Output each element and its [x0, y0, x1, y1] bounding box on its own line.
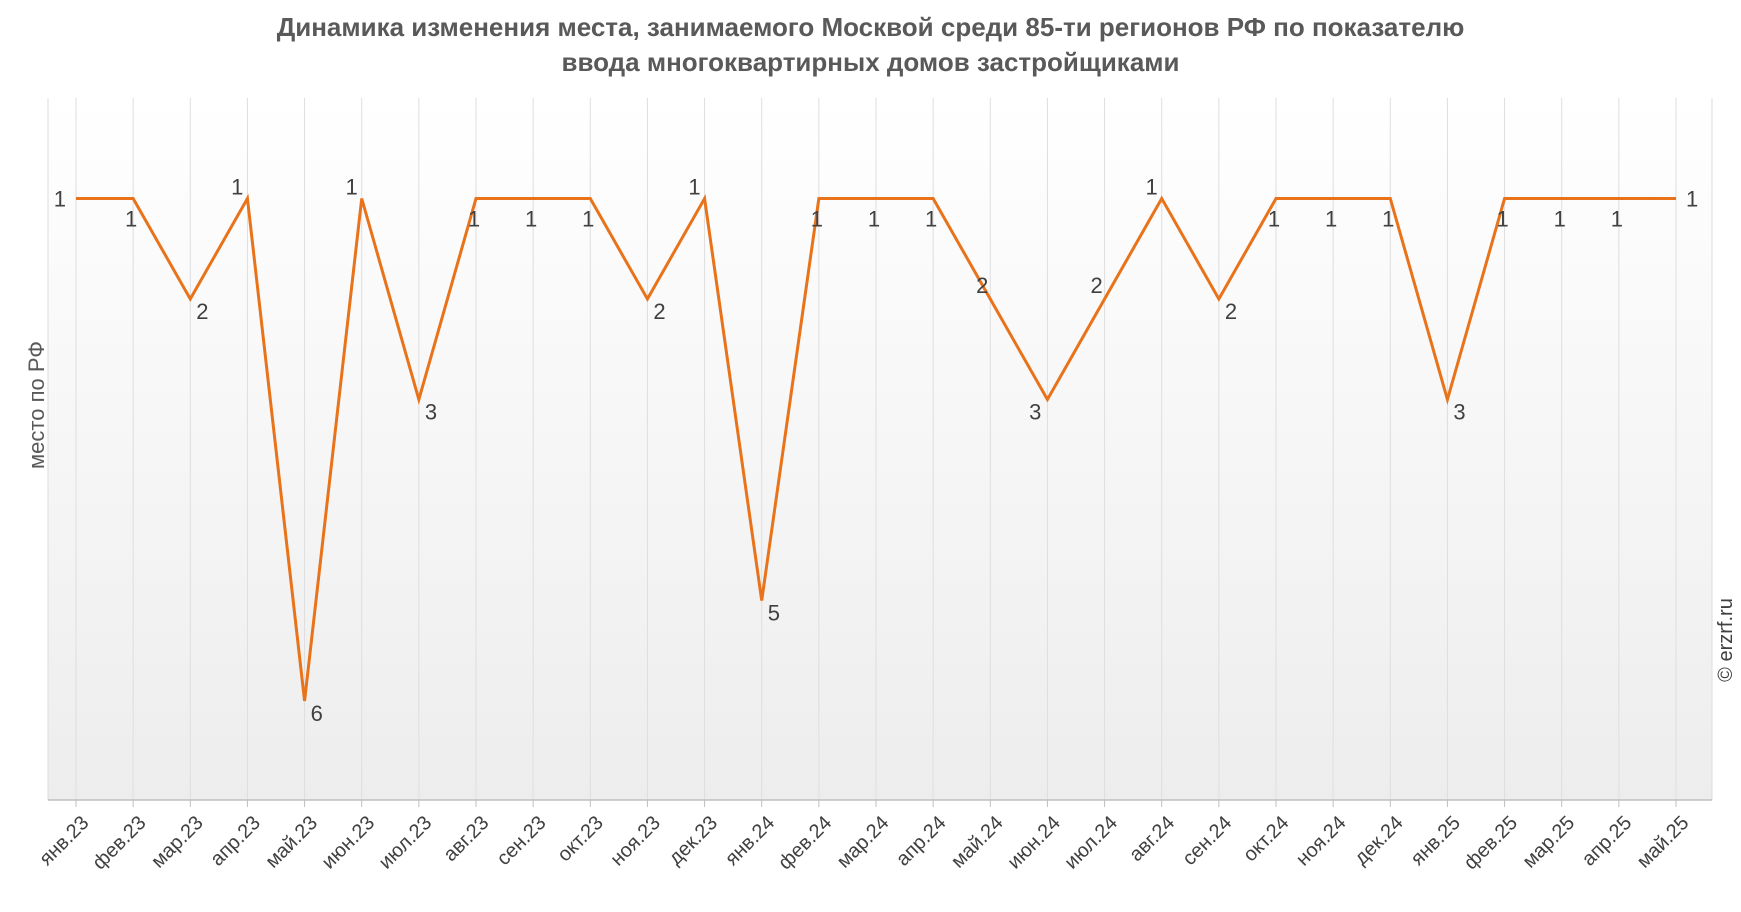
x-axis-ticks: янв.23фев.23мар.23апр.23май.23июн.23июл.… [35, 800, 1693, 874]
grid-lines [47, 98, 1713, 800]
data-label: 1 [868, 207, 880, 232]
x-tick-label: ноя.23 [606, 812, 665, 871]
data-label: 1 [688, 175, 700, 200]
data-label: 1 [231, 175, 243, 200]
x-tick-label: май.24 [947, 812, 1008, 873]
data-label: 2 [653, 299, 665, 324]
data-label: 2 [196, 299, 208, 324]
data-label: 6 [311, 701, 323, 726]
x-tick-label: фев.23 [88, 812, 150, 874]
x-tick-label: мар.23 [147, 812, 208, 873]
data-label: 3 [1029, 400, 1041, 425]
x-tick-label: апр.23 [206, 812, 265, 871]
chart-subtitle: ввода многоквартирных домов застройщикам… [561, 47, 1180, 77]
x-tick-label: ноя.24 [1292, 812, 1351, 871]
data-label: 1 [1496, 207, 1508, 232]
x-tick-label: май.23 [261, 812, 322, 873]
x-tick-label: июл.24 [1060, 812, 1122, 874]
data-label: 1 [1382, 207, 1394, 232]
data-label: 1 [345, 175, 357, 200]
series-line [76, 193, 1676, 702]
data-label: 1 [1325, 207, 1337, 232]
data-label: 3 [1453, 400, 1465, 425]
chart-title: Динамика изменения места, занимаемого Мо… [0, 10, 1741, 80]
x-tick-label: фев.25 [1460, 812, 1522, 874]
x-tick-label: апр.24 [892, 812, 951, 871]
data-label: 1 [468, 207, 480, 232]
y-axis-label: место по РФ [24, 341, 49, 469]
data-label: 1 [1611, 207, 1623, 232]
data-label: 3 [425, 400, 437, 425]
x-tick-label: окт.24 [1239, 812, 1293, 866]
data-label: 1 [811, 207, 823, 232]
x-tick-label: апр.25 [1578, 812, 1637, 871]
series-group [76, 193, 1676, 702]
data-label: 1 [54, 187, 66, 212]
x-tick-label: дек.24 [1350, 812, 1408, 870]
data-label: 2 [1225, 299, 1237, 324]
x-tick-label: июн.24 [1003, 812, 1065, 874]
x-tick-label: фев.24 [774, 812, 836, 874]
data-label: 2 [976, 273, 988, 298]
x-tick-label: мар.25 [1518, 812, 1579, 873]
data-label: 1 [582, 207, 594, 232]
data-label: 1 [125, 207, 137, 232]
x-tick-label: июл.23 [375, 812, 437, 874]
x-tick-label: июн.23 [318, 812, 380, 874]
plot-area [48, 98, 1712, 800]
x-tick-label: авг.23 [439, 812, 493, 866]
data-label: 1 [925, 207, 937, 232]
data-label: 1 [1268, 207, 1280, 232]
data-labels: 1 1 2 1 6 1 3 1 1 1 2 1 5 1 1 1 2 3 2 1 2 1 1 1 3 1 1 1 1 [54, 175, 1699, 727]
x-tick-label: янв.25 [1407, 812, 1465, 870]
x-tick-label: окт.23 [553, 812, 607, 866]
x-tick-label: авг.24 [1125, 812, 1179, 866]
x-tick-label: май.25 [1633, 812, 1694, 873]
x-tick-label: янв.23 [35, 812, 93, 870]
credit-text: © erzrf.ru [1715, 598, 1737, 682]
x-tick-label: янв.24 [721, 812, 779, 870]
data-label: 2 [1090, 273, 1102, 298]
x-tick-label: сен.23 [493, 812, 551, 870]
x-tick-label: дек.23 [664, 812, 722, 870]
data-label: 1 [1686, 187, 1698, 212]
chart-title-line1: Динамика изменения места, занимаемого Мо… [276, 12, 1465, 42]
x-tick-label: сен.24 [1178, 812, 1236, 870]
x-tick-label: мар.24 [833, 812, 894, 873]
data-label: 1 [1145, 175, 1157, 200]
data-label: 5 [768, 601, 780, 626]
data-label: 1 [525, 207, 537, 232]
data-label: 1 [1554, 207, 1566, 232]
